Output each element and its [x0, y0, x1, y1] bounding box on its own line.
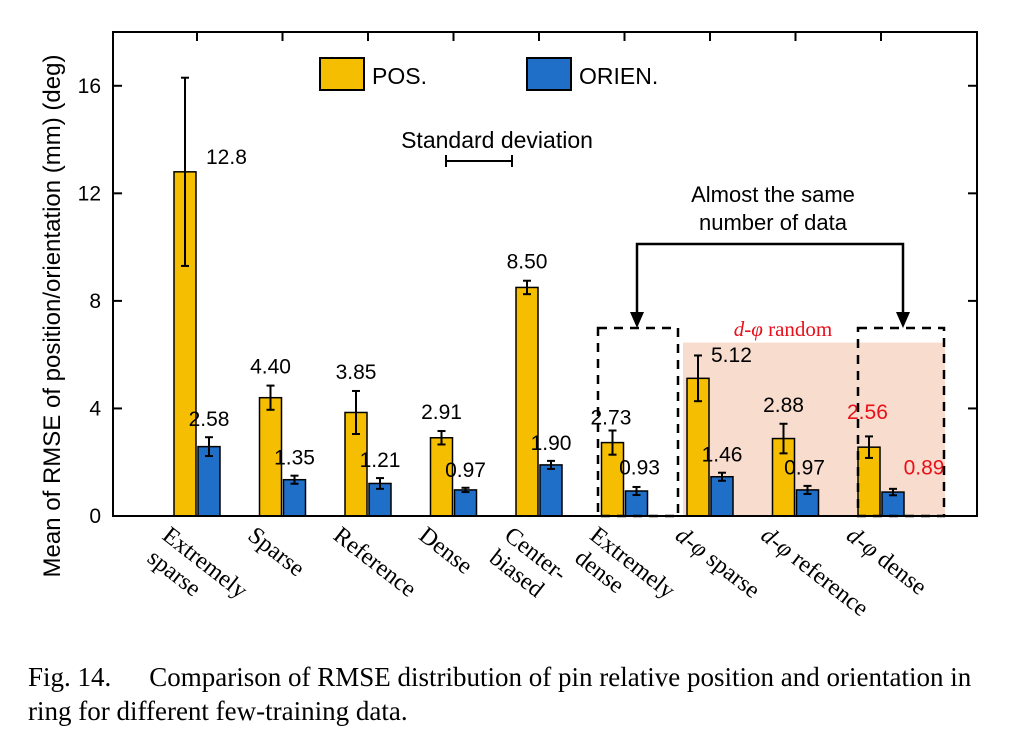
arrow-head-left	[630, 312, 644, 328]
dphi-random-italic: d-φ	[734, 317, 763, 341]
same-data-bracket	[635, 242, 905, 316]
x-category-italic: d-φ	[756, 522, 798, 563]
x-category-label: Center-biased	[483, 522, 572, 608]
data-label: 2.91	[421, 401, 462, 424]
rmse-bar-chart: 0 4 8 12 16 Mean of RMSE of position/orientat…	[39, 31, 978, 625]
x-category-line: Sparse	[243, 522, 309, 582]
x-category-label: d-φ sparse	[670, 522, 764, 604]
dashed-box-dphi-dense	[856, 326, 946, 518]
caption-label: Fig. 14.	[28, 662, 112, 692]
data-label: 1.35	[274, 447, 315, 470]
y-tick-label: 12	[78, 182, 101, 205]
same-data-annotation-line2: number of data	[699, 210, 848, 235]
data-label: 8.50	[507, 251, 548, 274]
data-label: 2.56	[847, 401, 888, 424]
y-tick-label: 16	[78, 75, 101, 98]
orien-bar	[282, 478, 307, 517]
chart-area: 0 4 8 12 16 Mean of RMSE of position/orientat…	[39, 31, 978, 625]
y-tick-label: 4	[89, 397, 101, 420]
y-axis-label: Mean of RMSE of position/orientation (mm…	[39, 55, 66, 578]
x-category-label: Sparse	[243, 522, 309, 582]
data-label: 5.12	[711, 344, 752, 367]
pos-bar	[515, 286, 539, 517]
x-category-label: Extremelydense	[568, 522, 679, 625]
data-label: 0.93	[619, 456, 660, 479]
std-annotation-label: Standard deviation	[401, 127, 593, 153]
data-label: 0.97	[784, 456, 825, 479]
data-label: 12.8	[206, 146, 247, 169]
x-category-line: d-φ sparse	[670, 522, 764, 604]
data-label: 2.73	[591, 407, 632, 430]
legend-swatch	[319, 57, 365, 91]
x-category-label: Dense	[414, 522, 477, 579]
legend-label: POS.	[372, 63, 427, 89]
x-category-label: Reference	[328, 522, 421, 602]
x-category-label: Extremelysparse	[141, 522, 252, 625]
legend-label: ORIEN.	[579, 63, 658, 89]
data-label: 2.58	[189, 408, 230, 431]
same-data-annotation-line1: Almost the same	[691, 182, 855, 207]
dphi-random-suffix: random	[763, 317, 832, 341]
data-label: 0.89	[904, 456, 945, 479]
plot-frame	[112, 31, 978, 517]
figure-caption: Fig. 14. Comparison of RMSE distribution …	[28, 660, 1018, 728]
data-label: 3.85	[336, 361, 377, 384]
x-category-italic: d-φ	[841, 522, 883, 563]
data-label: 1.21	[360, 449, 401, 472]
arrow-head-right	[896, 312, 910, 328]
dashed-box-extremely-dense	[596, 326, 680, 518]
data-label: 1.46	[702, 444, 743, 467]
x-category-line: Dense	[414, 522, 477, 579]
y-tick-label: 0	[89, 505, 101, 528]
orien-bar	[539, 464, 563, 517]
x-category-italic: d-φ	[670, 522, 712, 563]
data-label: 0.97	[445, 459, 486, 482]
data-label: 4.40	[250, 356, 291, 379]
data-label: 1.90	[531, 432, 572, 455]
caption-text: Comparison of RMSE distribution of pin r…	[28, 662, 972, 726]
dphi-random-label: d-φ random	[734, 317, 833, 341]
x-category-line: Reference	[328, 522, 421, 602]
data-label: 2.88	[763, 394, 804, 417]
orien-bar	[453, 489, 478, 517]
legend-swatch	[526, 57, 572, 91]
orien-bar	[710, 475, 734, 517]
y-tick-label: 8	[89, 290, 101, 313]
